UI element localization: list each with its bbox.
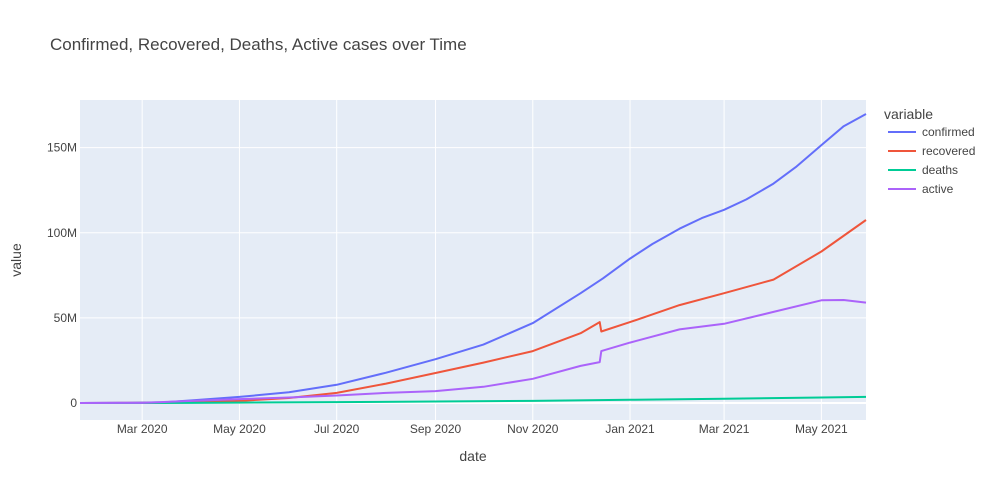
legend-title: variable — [884, 106, 933, 122]
series-line-deaths — [79, 395, 867, 404]
y-tick-label: 50M — [54, 311, 77, 325]
x-axis-ticks: Mar 2020 May 2020 Jul 2020 Sep 2020 Nov 2020… — [117, 422, 848, 436]
chart-title: Confirmed, Recovered, Deaths, Active cas… — [50, 35, 467, 54]
legend: variable confirmed recovered deaths active — [884, 106, 975, 196]
series-line-confirmed — [79, 113, 867, 404]
y-axis-title: value — [8, 243, 24, 277]
legend-label: active — [922, 182, 954, 196]
legend-label: recovered — [922, 144, 975, 158]
legend-items: confirmed recovered deaths active — [888, 125, 975, 196]
plot-area — [80, 100, 866, 420]
x-tick-label: May 2020 — [213, 422, 266, 436]
y-tick-label: 150M — [47, 141, 77, 155]
grid — [80, 100, 866, 420]
y-tick-label: 0 — [70, 396, 77, 410]
series-lines — [79, 113, 867, 404]
x-tick-label: Mar 2020 — [117, 422, 168, 436]
legend-item-confirmed[interactable]: confirmed — [888, 125, 975, 139]
x-tick-label: May 2021 — [795, 422, 848, 436]
x-tick-label: Mar 2021 — [699, 422, 750, 436]
x-tick-label: Nov 2020 — [507, 422, 559, 436]
legend-label: confirmed — [922, 125, 975, 139]
legend-item-recovered[interactable]: recovered — [888, 144, 975, 158]
y-axis-ticks: 0 50M 100M 150M — [47, 141, 77, 410]
x-axis-title: date — [459, 448, 486, 464]
x-tick-label: Jul 2020 — [314, 422, 360, 436]
y-tick-label: 100M — [47, 226, 77, 240]
x-tick-label: Sep 2020 — [410, 422, 462, 436]
x-tick-label: Jan 2021 — [605, 422, 655, 436]
legend-item-deaths[interactable]: deaths — [888, 163, 958, 177]
series-line-active — [79, 299, 867, 404]
series-line-recovered — [79, 219, 867, 404]
legend-item-active[interactable]: active — [888, 182, 954, 196]
legend-label: deaths — [922, 163, 958, 177]
